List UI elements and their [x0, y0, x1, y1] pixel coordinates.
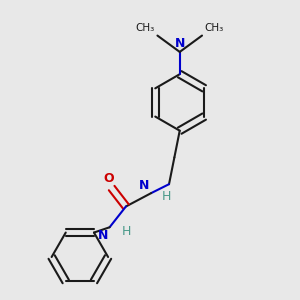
Text: N: N	[175, 37, 185, 50]
Text: CH₃: CH₃	[204, 23, 224, 33]
Text: N: N	[98, 229, 108, 242]
Text: O: O	[103, 172, 114, 185]
Text: H: H	[122, 225, 131, 238]
Text: CH₃: CH₃	[136, 23, 155, 33]
Text: N: N	[139, 178, 150, 192]
Text: H: H	[162, 190, 171, 202]
